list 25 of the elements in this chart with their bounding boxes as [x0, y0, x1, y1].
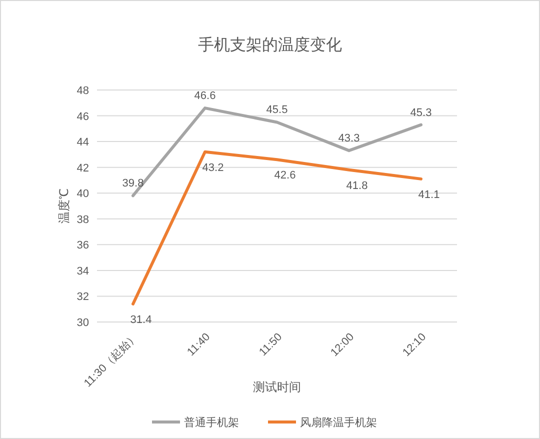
data-label: 41.8 — [346, 180, 368, 192]
y-tick-label: 38 — [76, 214, 89, 226]
data-label: 45.5 — [266, 104, 288, 116]
legend-label: 风扇降温手机架 — [300, 416, 377, 429]
y-tick-label: 42 — [76, 162, 89, 174]
data-label: 41.1 — [418, 188, 440, 201]
x-axis-title: 测试时间 — [253, 380, 301, 394]
data-label: 43.3 — [338, 132, 360, 145]
data-label: 46.6 — [194, 90, 216, 102]
legend-label: 普通手机架 — [184, 416, 239, 429]
y-tick-label: 40 — [76, 188, 89, 200]
y-tick-label: 36 — [76, 240, 89, 252]
y-tick-label: 48 — [76, 85, 89, 97]
chart-title: 手机支架的温度变化 — [198, 36, 342, 54]
data-label: 43.2 — [202, 162, 224, 174]
data-label: 45.3 — [410, 106, 432, 119]
y-tick-label: 30 — [76, 317, 89, 329]
data-label: 31.4 — [130, 314, 152, 326]
y-tick-label: 32 — [76, 291, 89, 304]
y-tick-label: 34 — [76, 265, 89, 278]
data-label: 42.6 — [274, 170, 296, 182]
y-tick-label: 46 — [76, 110, 89, 123]
y-tick-label: 44 — [76, 136, 89, 149]
y-axis-title: 温度℃ — [57, 188, 71, 224]
data-label: 39.8 — [122, 178, 144, 190]
